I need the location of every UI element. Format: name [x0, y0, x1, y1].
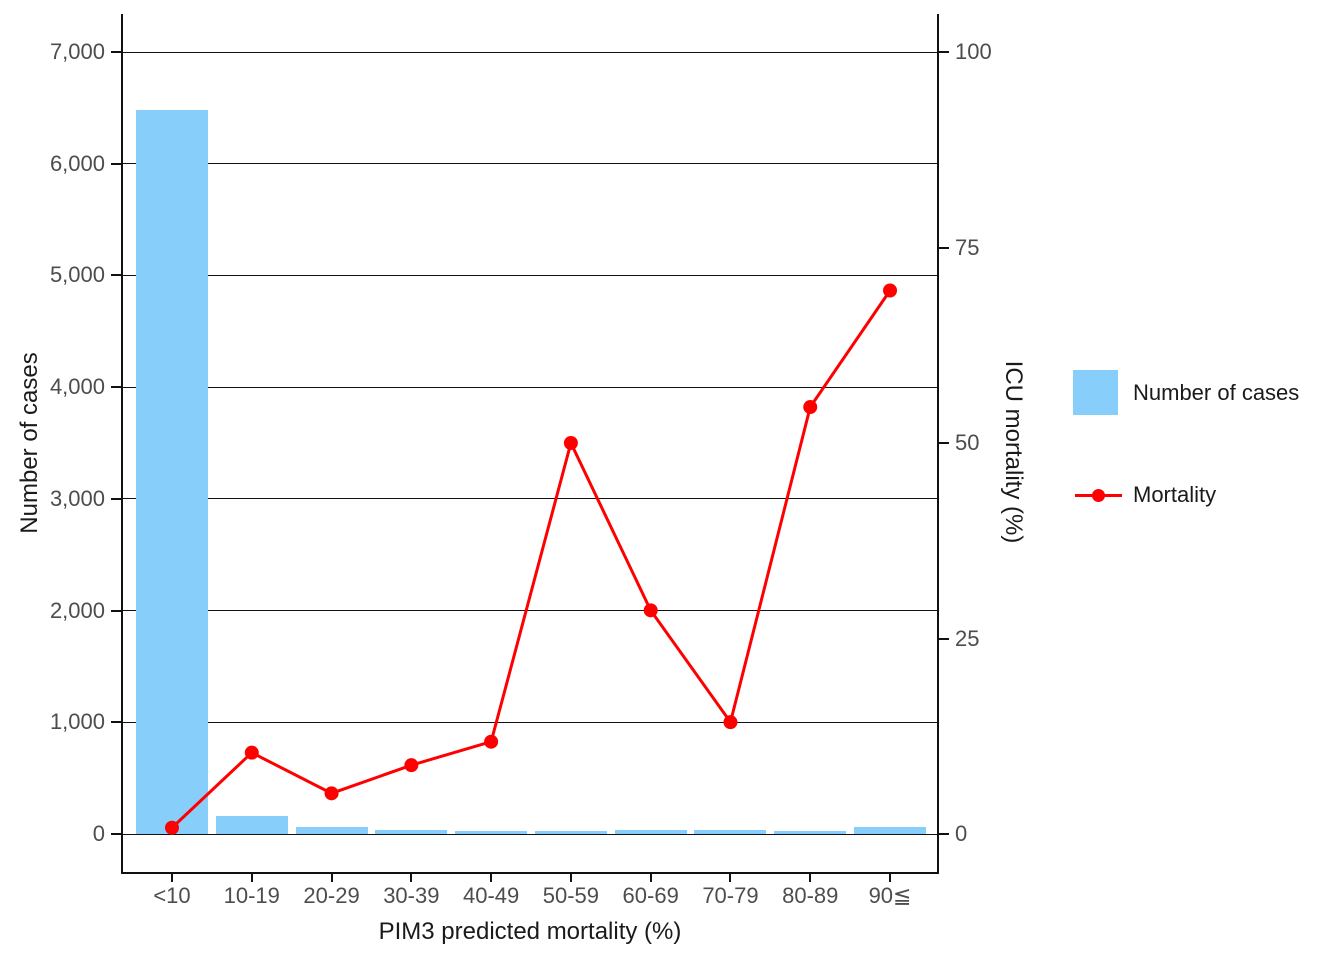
legend-mortality-label: Mortality: [1133, 482, 1217, 507]
x-tick: [250, 874, 253, 882]
mortality-polyline: [170, 289, 892, 829]
y-left-tick: [111, 162, 121, 165]
y-left-tick-label: 6,000: [49, 150, 105, 176]
y-left-tick: [111, 274, 121, 277]
y-left-axis-title: Number of cases: [16, 352, 43, 534]
right-axis-line: [937, 14, 939, 874]
y-right-tick-label: 100: [955, 39, 992, 64]
y-left-tick-label: 0: [92, 821, 105, 846]
y-left-tick-label: 2,000: [49, 597, 105, 623]
y-left-tick-label: 7,000: [49, 39, 105, 64]
x-tick: [809, 874, 812, 882]
bar-80-89: [774, 831, 847, 834]
bar-70-79: [694, 829, 767, 834]
x-tick-label: 90≦: [868, 883, 912, 908]
y-right-tick: [939, 51, 949, 53]
x-tick: [330, 874, 333, 882]
y-right-tick: [939, 442, 949, 444]
y-left-tick: [111, 51, 121, 53]
bar-30-39: [375, 829, 448, 834]
y-right-tick-label: 0: [955, 821, 968, 846]
bar-<10: [136, 110, 208, 834]
x-tick-label: 50-59: [542, 883, 600, 908]
y-left-tick: [111, 386, 121, 389]
bar-20-29: [295, 827, 368, 834]
x-tick-label: 20-29: [303, 883, 360, 908]
bar-40-49: [455, 830, 528, 834]
y-right-tick-label: 75: [955, 234, 980, 260]
y-left-tick-label: 5,000: [49, 262, 105, 288]
x-tick-label: 30-39: [383, 883, 440, 908]
x-tick-label: 80-89: [782, 883, 839, 908]
x-tick-label: <10: [153, 883, 191, 908]
y-right-tick: [939, 246, 949, 249]
y-left-tick-label: 1,000: [49, 709, 105, 735]
legend-cases-label: Number of cases: [1133, 380, 1300, 405]
gridline: [123, 498, 937, 500]
y-right-tick: [939, 833, 949, 835]
bottom-axis-line: [121, 872, 939, 874]
x-tick: [410, 874, 413, 882]
bar-60-69: [614, 829, 687, 834]
x-tick-label: 70-79: [702, 883, 759, 908]
mortality-point: [484, 734, 499, 749]
x-tick: [171, 874, 173, 882]
x-axis-title: PIM3 predicted mortality (%): [378, 918, 682, 945]
x-tick-label: 60-69: [622, 883, 679, 908]
gridline: [123, 51, 937, 53]
x-tick: [569, 874, 572, 882]
x-tick: [649, 874, 652, 882]
y-left-tick: [111, 833, 121, 835]
gridline: [123, 610, 937, 612]
mortality-point: [803, 400, 818, 415]
y-left-tick: [111, 609, 121, 612]
mortality-point: [883, 283, 898, 298]
bar-50-59: [534, 831, 607, 834]
mortality-point: [324, 786, 339, 801]
gridline: [123, 274, 937, 276]
left-axis-line: [121, 14, 123, 874]
y-left-tick: [111, 497, 121, 500]
legend-mortality-dot: [1092, 489, 1105, 502]
y-right-axis-title: ICU mortality (%): [1000, 360, 1027, 544]
mortality-point: [244, 745, 259, 760]
y-right-tick-label: 25: [955, 625, 980, 651]
gridline: [123, 721, 937, 723]
y-left-tick: [111, 721, 121, 724]
x-tick-label: 40-49: [462, 883, 520, 908]
y-left-tick-label: 3,000: [49, 485, 105, 511]
x-tick: [490, 874, 493, 882]
bar-90≦: [854, 827, 927, 834]
x-tick: [889, 874, 892, 882]
gridline: [123, 386, 937, 388]
mortality-point: [563, 436, 578, 450]
y-left-tick-label: 4,000: [49, 374, 105, 400]
gridline: [123, 163, 937, 165]
legend-cases-swatch: [1073, 370, 1118, 415]
y-right-tick: [939, 637, 949, 640]
x-tick: [729, 874, 732, 882]
mortality-point: [404, 758, 419, 773]
y-right-tick-label: 50: [955, 430, 980, 455]
bar-10-19: [215, 815, 288, 834]
gridline: [123, 833, 937, 835]
x-tick-label: 10-19: [223, 883, 280, 908]
